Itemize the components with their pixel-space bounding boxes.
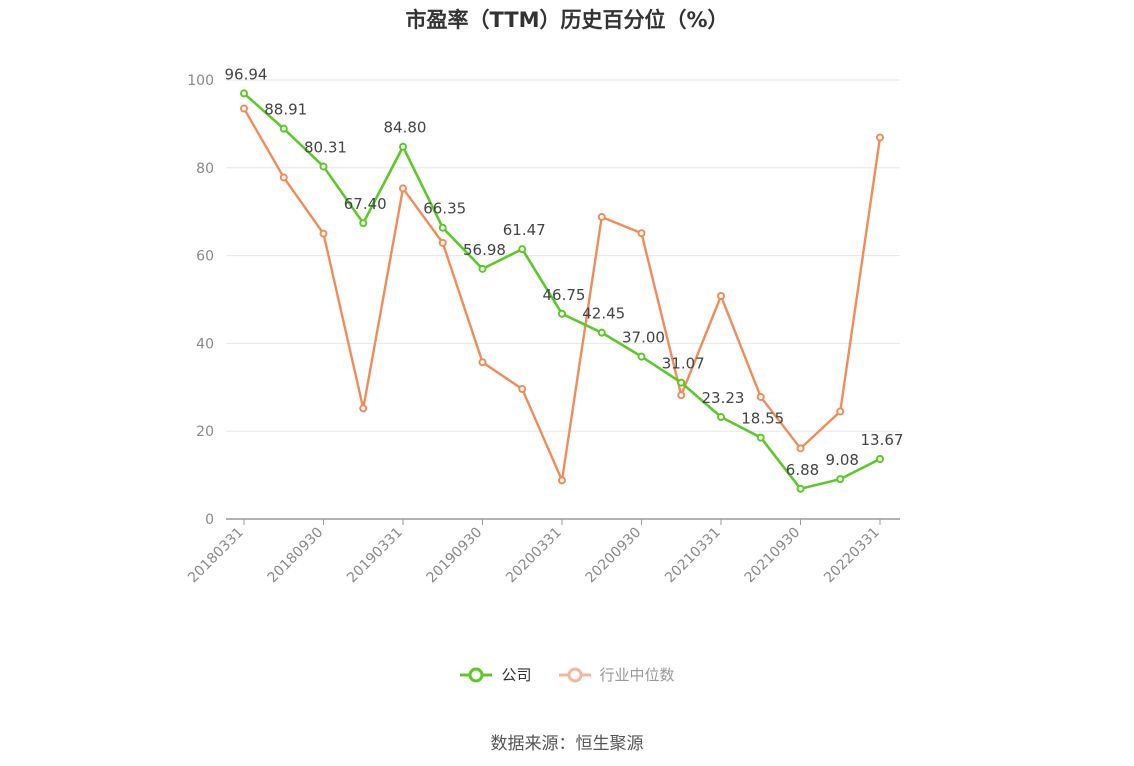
company-data-point[interactable] [876,454,884,463]
source-note: 数据来源：恒生聚源 [490,734,644,754]
company-data-point[interactable] [836,475,845,484]
industry-data-point[interactable] [677,391,686,400]
company-data-point[interactable] [478,264,487,273]
x-tick-label: 20180331 [185,525,247,587]
company-data-point[interactable] [796,484,805,493]
company-data-point[interactable] [597,328,606,337]
company-data-label: 67.40 [344,195,387,213]
industry-data-point[interactable] [836,407,845,416]
x-tick-label: 20220331 [821,525,883,587]
company-data-label: 37.00 [622,329,665,347]
company-data-label: 96.94 [225,65,268,83]
industry-data-point[interactable] [756,392,765,401]
company-data-point[interactable] [438,223,447,232]
legend-label-industry: 行业中位数 [599,666,675,684]
company-data-point[interactable] [399,142,407,151]
company-data-point[interactable] [518,245,527,254]
company-data-point[interactable] [717,413,725,422]
chart-title: 市盈率（TTM）历史百分位（%） [405,8,729,32]
company-data-label: 46.75 [543,286,586,304]
data-labels: 96.94 88.91 80.31 67.40 84.80 66.35 56.98 61.47… [225,65,904,478]
company-data-label: 66.35 [423,200,466,218]
legend: 公司 行业中位数 [0,664,1134,685]
company-data-point[interactable] [359,219,368,228]
industry-data-point[interactable] [399,184,407,193]
grid-lines [226,79,900,432]
y-tick-label: 40 [196,336,214,352]
company-data-label: 31.07 [662,355,705,373]
x-tick-label: 20210930 [742,525,804,587]
company-data-label: 61.47 [503,221,546,239]
industry-data-point[interactable] [717,291,725,300]
x-tick-label: 20190331 [344,525,406,587]
industry-data-point[interactable] [319,229,328,238]
legend-line-circle-icon [460,667,493,682]
company-data-label: 23.23 [702,389,745,407]
industry-data-point[interactable] [478,358,487,367]
company-data-label: 42.45 [582,305,625,323]
company-data-label: 9.08 [826,451,859,469]
company-data-label: 80.31 [304,138,347,156]
company-data-label: 6.88 [786,461,819,479]
industry-data-point[interactable] [796,444,805,453]
industry-data-point[interactable] [240,104,248,113]
x-tick-label: 20190930 [424,525,486,587]
series-lines [240,89,884,493]
x-tick-label: 20210331 [662,525,724,587]
company-data-point[interactable] [637,352,646,361]
x-tick-label: 20200930 [583,525,645,587]
company-data-point[interactable] [558,309,566,318]
company-data-label: 13.67 [861,431,904,449]
x-tick-label: 20200331 [503,525,565,587]
legend-line-circle-icon [558,667,591,682]
axes: 0 20 40 60 80 100 20180331 20180930 20190331 2019… [185,73,900,586]
industry-data-point[interactable] [438,238,447,247]
company-data-point[interactable] [240,89,248,98]
industry-data-point[interactable] [558,476,566,485]
legend-item-industry[interactable]: 行业中位数 [558,664,675,685]
industry-data-point[interactable] [359,404,368,413]
company-data-point[interactable] [319,162,328,171]
x-tick-label: 20180930 [265,525,327,587]
company-data-label: 88.91 [264,101,307,119]
company-data-point[interactable] [279,124,288,133]
company-data-point[interactable] [677,378,686,387]
y-tick-label: 60 [196,249,214,265]
company-data-point[interactable] [756,433,765,442]
y-tick-label: 80 [196,161,214,177]
y-tick-label: 0 [205,512,214,528]
industry-data-point[interactable] [597,212,606,221]
legend-item-company[interactable]: 公司 [459,664,532,685]
company-data-label: 84.80 [384,119,427,137]
y-tick-label: 100 [187,73,214,89]
company-data-label: 18.55 [741,410,784,428]
industry-data-point[interactable] [637,229,646,238]
industry-data-point[interactable] [876,133,884,142]
legend-label-company: 公司 [501,666,532,684]
industry-data-point[interactable] [518,385,527,394]
y-tick-label: 20 [196,424,214,440]
company-data-label: 56.98 [463,241,506,259]
industry-data-point[interactable] [279,173,288,182]
